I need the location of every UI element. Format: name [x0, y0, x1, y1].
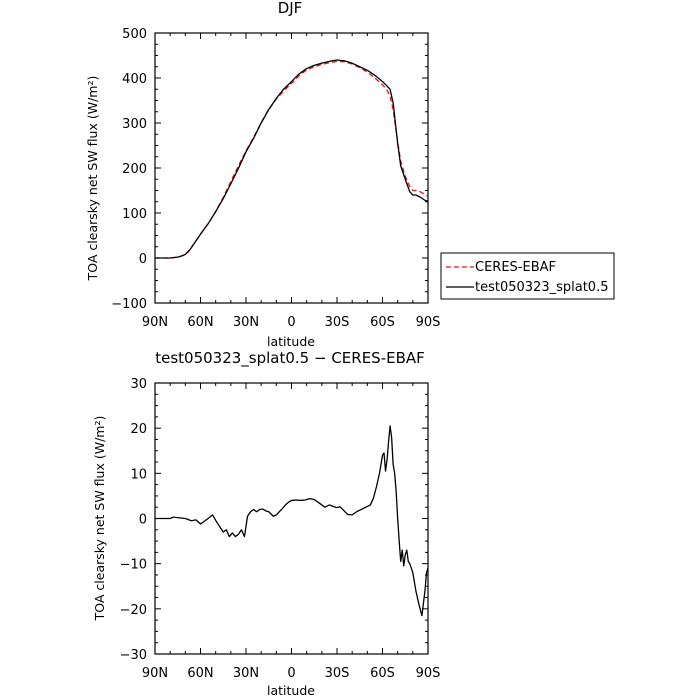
bottom-y-tick-label: −30 [120, 648, 147, 663]
bottom-x-tick-label: 60N [187, 666, 213, 681]
bottom-x-axis-label: latitude [267, 683, 315, 698]
top-y-tick-label: 400 [122, 72, 147, 87]
top-y-tick-label: 100 [122, 207, 147, 222]
bottom-x-tick-label: 90N [142, 666, 168, 681]
top-x-tick-label: 30N [233, 315, 259, 330]
top-y-tick-label: 300 [122, 117, 147, 132]
legend-label-model: test050323_splat0.5 [475, 280, 608, 295]
bottom-x-tick-label: 60S [370, 666, 395, 681]
top-x-axis-label: latitude [267, 334, 315, 349]
top-x-tick-label: 30S [325, 315, 350, 330]
bottom-x-tick-labels: 90N 60N 30N 0 30S 60S 90S [142, 666, 441, 681]
bottom-y-tick-label: −10 [120, 558, 147, 573]
top-x-tick-labels: 90N 60N 30N 0 30S 60S 90S [142, 315, 441, 330]
bottom-panel: test050323_splat0.5 − CERES-EBAF 90N 60N 3… [92, 349, 440, 698]
bottom-x-tick-label: 30S [325, 666, 350, 681]
legend: CERES-EBAF test050323_splat0.5 [440, 252, 615, 300]
bottom-axis-ticks [154, 382, 429, 655]
top-series-line-0 [155, 60, 429, 259]
bottom-y-tick-label: −20 [120, 603, 147, 618]
top-y-tick-label: −100 [111, 297, 147, 312]
top-y-tick-label: 0 [139, 252, 147, 267]
top-y-tick-labels: −100 0 100 200 300 400 500 [111, 27, 147, 312]
top-x-tick-label: 90N [142, 315, 168, 330]
bottom-y-tick-label: 30 [130, 377, 147, 392]
top-series-line-1 [155, 59, 429, 259]
top-y-axis-label: TOA clearsky net SW flux (W/m²) [85, 76, 100, 282]
bottom-y-tick-label: 0 [139, 513, 147, 528]
top-panel: DJF 90N 60N 30N 0 30S 60S 90S −100 0 100 200 300 40… [85, 0, 440, 349]
bottom-x-tick-label: 90S [416, 666, 441, 681]
bottom-x-tick-label: 0 [287, 666, 295, 681]
top-x-tick-label: 60N [187, 315, 213, 330]
top-x-tick-label: 0 [287, 315, 295, 330]
top-y-tick-label: 200 [122, 162, 147, 177]
bottom-y-axis-label: TOA clearsky net SW flux (W/m²) [92, 416, 107, 622]
bottom-y-tick-label: 20 [130, 422, 147, 437]
bottom-plot-frame [154, 382, 429, 655]
top-plot-frame [154, 32, 429, 304]
top-y-tick-label: 500 [122, 27, 147, 42]
bottom-series-group [155, 425, 429, 617]
top-series-group [155, 59, 429, 259]
bottom-y-tick-label: 10 [130, 467, 147, 482]
bottom-y-tick-labels: −30 −20 −10 0 10 20 30 [120, 377, 147, 663]
top-axis-ticks [154, 32, 429, 304]
bottom-series-line-0 [155, 425, 429, 617]
legend-label-ceres: CERES-EBAF [475, 260, 556, 275]
bottom-x-tick-label: 30N [233, 666, 259, 681]
top-chart-title: DJF [278, 0, 303, 17]
bottom-chart-title: test050323_splat0.5 − CERES-EBAF [155, 349, 425, 368]
top-x-tick-label: 90S [416, 315, 441, 330]
legend-box [440, 252, 615, 300]
top-x-tick-label: 60S [370, 315, 395, 330]
